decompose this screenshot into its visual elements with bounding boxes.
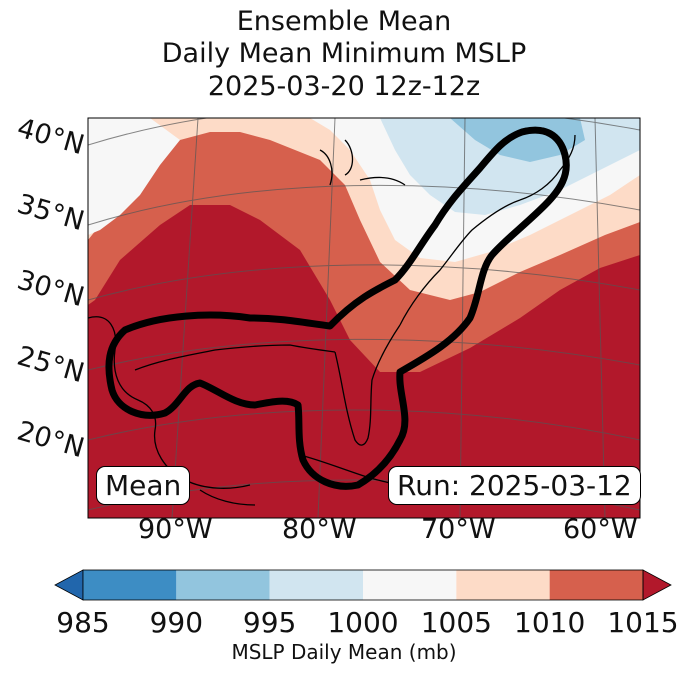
colorbar-tick-label: 985 [56, 606, 110, 639]
colorbar-extend-low [54, 569, 84, 601]
colorbar-extend-high [642, 569, 672, 601]
lon-label-60: 60°W [563, 514, 638, 545]
run-date-box: Run: 2025-03-12 [388, 466, 641, 505]
colorbar-segment [269, 570, 363, 600]
lon-label-80: 80°W [282, 514, 357, 545]
mean-label-box: Mean [96, 466, 191, 505]
title-line-1: Ensemble Mean [236, 6, 452, 37]
lon-label-70: 70°W [421, 514, 496, 545]
colorbar-tick-label: 990 [149, 606, 204, 639]
colorbar-tick-label: 1005 [420, 606, 492, 639]
colorbar-segment [549, 570, 643, 600]
pressure-field-990 [450, 118, 585, 162]
colorbar-label: MSLP Daily Mean (mb) [231, 640, 457, 664]
colorbar-segment [363, 570, 457, 600]
colorbar-tick-label: 1010 [514, 606, 586, 639]
pressure-field-1000-west [88, 118, 180, 235]
colorbar-segment [83, 570, 177, 600]
title-line-3: 2025-03-20 12z-12z [207, 71, 481, 102]
mslp-map [87, 117, 641, 519]
lon-label-90: 90°W [138, 514, 213, 545]
map-frame [87, 117, 641, 519]
colorbar-outline [82, 569, 644, 601]
colorbar-segment [176, 570, 270, 600]
probability-contour [105, 126, 570, 490]
colorbar-tick-label: 1015 [607, 606, 679, 639]
colorbar-segment [456, 570, 550, 600]
colorbar-tick-label: 995 [242, 606, 297, 639]
title-line-2: Daily Mean Minimum MSLP [161, 38, 527, 69]
colorbar-tick-label: 1000 [327, 606, 399, 639]
